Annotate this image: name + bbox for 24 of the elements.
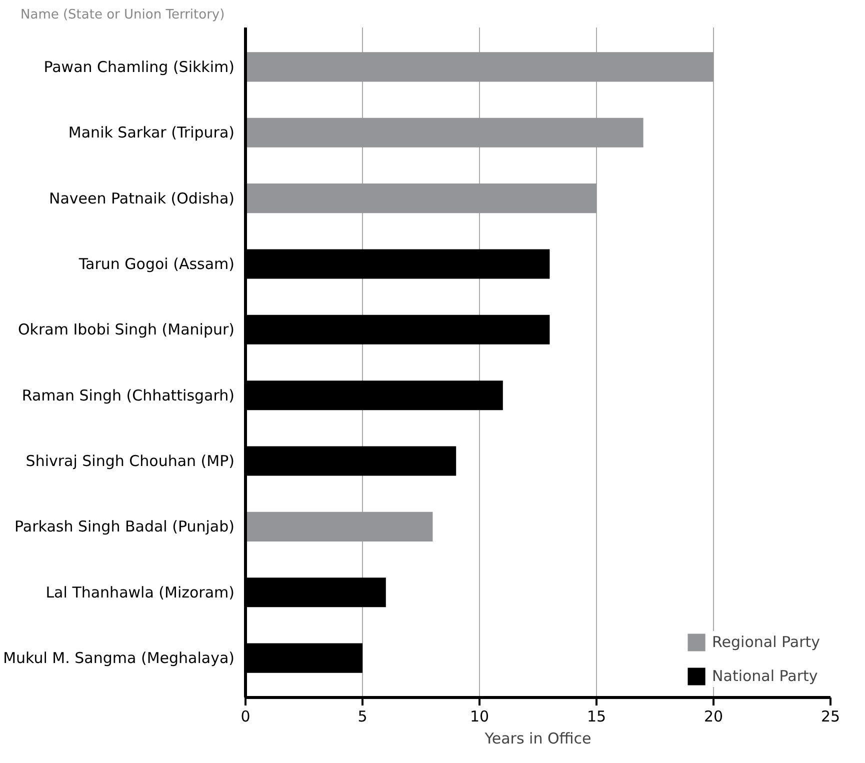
y-tick-label: Tarun Gogoi (Assam)	[78, 254, 234, 273]
x-tick-label: 5	[358, 708, 368, 726]
y-tick-label: Lal Thanhawla (Mizoram)	[46, 583, 235, 602]
bar	[246, 52, 714, 82]
y-tick-label: Pawan Chamling (Sikkim)	[44, 58, 235, 76]
bar	[246, 512, 433, 542]
x-tick-label: 15	[586, 708, 606, 726]
x-tick-label: 25	[820, 708, 840, 726]
y-tick-label: Parkash Singh Badal (Punjab)	[14, 518, 235, 536]
y-tick-label: Raman Singh (Chhattisgarh)	[22, 386, 234, 404]
legend-label: Regional Party	[712, 633, 820, 651]
x-tick-label: 10	[470, 708, 490, 726]
x-axis-title: Years in Office	[484, 730, 592, 748]
x-tick-label: 20	[704, 708, 724, 726]
y-tick-label: Naveen Patnaik (Odisha)	[49, 189, 235, 208]
y-tick-label: Manik Sarkar (Tripura)	[68, 124, 234, 142]
y-tick-label: Shivraj Singh Chouhan (MP)	[26, 452, 235, 470]
legend-label: National Party	[712, 667, 818, 685]
bar	[246, 184, 596, 214]
y-tick-label: Mukul M. Sangma (Meghalaya)	[3, 649, 235, 668]
x-tick-label: 0	[240, 708, 250, 726]
y-tick-label: Okram Ibobi Singh (Manipur)	[18, 320, 235, 339]
y-axis-title: Name (State or Union Territory)	[20, 8, 225, 22]
bar	[246, 118, 644, 148]
